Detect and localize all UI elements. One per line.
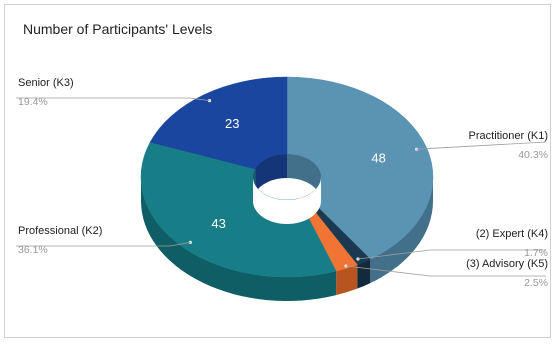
leader-line-4 [16, 97, 210, 102]
slice-value-3: 43 [211, 216, 225, 231]
pie-hole-floor [253, 177, 321, 224]
percent-label-2: 2.5% [524, 277, 548, 289]
percent-label-1: 1.7% [524, 247, 548, 259]
slice-value-4: 23 [225, 116, 239, 131]
pie-side-0 [370, 177, 433, 284]
legend-label-3: Professional (K2) [18, 225, 102, 237]
pie-slices [140, 76, 434, 278]
legend-label-1: (2) Expert (K4) [476, 228, 548, 240]
legend-label-0: Practitioner (K1) [469, 130, 548, 142]
leader-line-2 [345, 265, 546, 277]
leader-line-1 [357, 249, 546, 260]
pie-hole-wall-0 [287, 154, 321, 201]
leader-line-0 [416, 141, 547, 150]
pie-side-1 [357, 259, 371, 289]
percent-label-4: 19.4% [18, 96, 48, 108]
pie-hole-wall-4 [255, 154, 287, 193]
percent-label-0: 40.3% [518, 149, 548, 161]
leader-line-3 [16, 241, 191, 247]
pie-side-2 [336, 264, 358, 296]
pie-hole [253, 154, 321, 224]
pie-value-labels: 48 43 23 [211, 116, 385, 231]
percent-label-3: 36.1% [18, 244, 48, 256]
legend-label-2: (3) Advisory (K5) [466, 258, 548, 270]
pie-outside-labels: Practitioner (K1) 40.3% (2) Expert (K4) 1.7… [16, 77, 548, 289]
pie-side-3 [141, 177, 337, 302]
slice-value-0: 48 [371, 150, 385, 165]
pie-side-walls [141, 177, 433, 302]
chart-title: Number of Participants' Levels [23, 21, 213, 37]
legend-label-4: Senior (K3) [18, 77, 74, 89]
